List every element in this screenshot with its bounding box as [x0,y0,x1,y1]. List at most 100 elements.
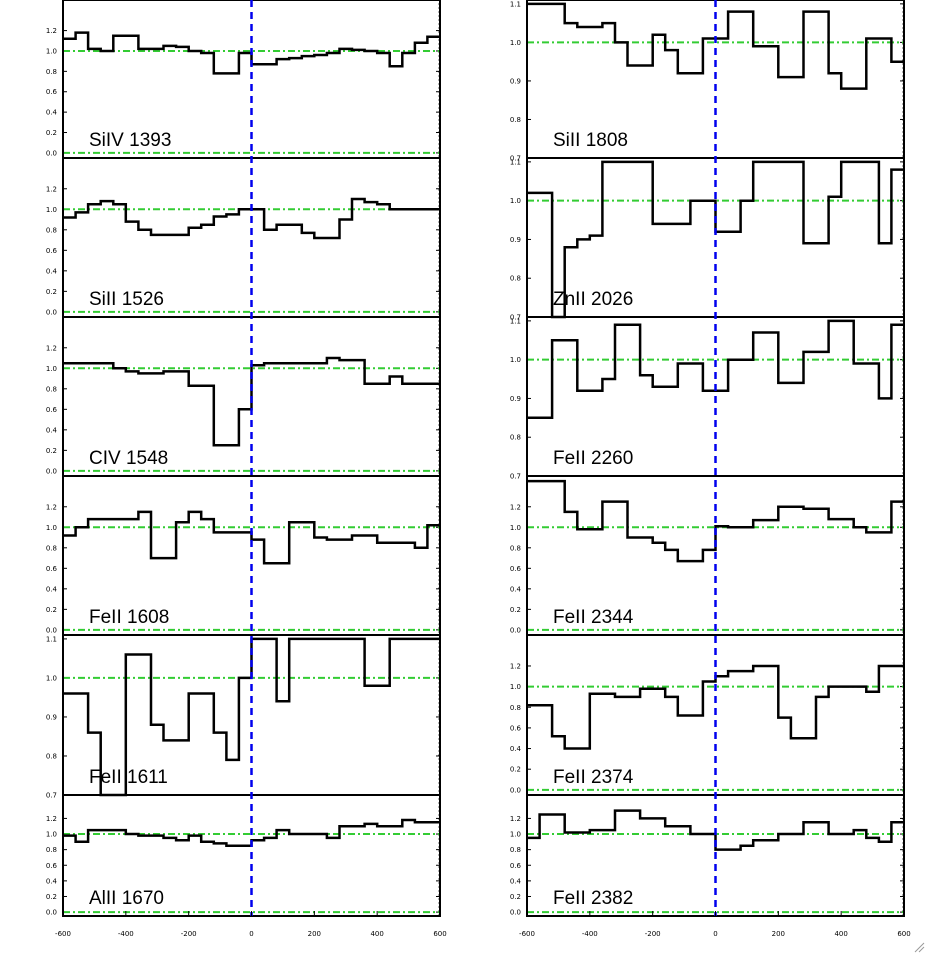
ytick-label: 0.0 [510,909,521,917]
ytick-label: 0.6 [46,406,58,414]
panel-label: ZnII 2026 [553,289,633,310]
ytick-label: 0.4 [510,877,522,885]
ytick-label: 1.2 [46,27,57,35]
panel-label: AlII 1670 [89,888,164,909]
xtick-label: 600 [897,930,910,938]
ytick-label: 0.7 [510,314,521,322]
ytick-label: 0.2 [46,129,57,137]
ytick-label: 0.8 [46,68,57,76]
ytick-label: 1.0 [46,365,57,373]
panel-alii-1670: 0.0 0.2 0.4 0.6 0.8 1.0 1.2 AlII 1670 [46,794,441,917]
ytick-label: 0.4 [46,426,58,434]
panel-civ-1548: 0.0 0.2 0.4 0.6 0.8 1.0 1.2 CIV 1548 [46,316,441,477]
panel-siii-1808: 0.7 0.8 0.9 1.0 1.1 SiII 1808 [510,0,905,163]
ytick-label: 0.4 [510,745,522,753]
ytick-label: 0.0 [46,149,57,157]
ytick-label: 1.2 [46,815,57,823]
ytick-label: 0.6 [46,247,58,255]
ytick-label: 0.0 [46,467,57,475]
panel-label: FeII 2344 [553,607,634,628]
spectrum-line [527,319,904,420]
xtick-label: -600 [55,930,71,938]
panel-feii-2374: 0.0 0.2 0.4 0.6 0.8 1.0 1.2 FeII 2374 [510,634,905,796]
ytick-label: 0.8 [510,434,521,442]
ytick-label: 1.2 [510,503,521,511]
ytick-label: 1.0 [510,39,521,47]
xtick-label: 400 [370,930,383,938]
ytick-label: 0.8 [46,385,57,393]
ytick-label: 1.1 [510,0,521,8]
ytick-label: 0.4 [46,109,58,117]
spectrum-line [527,2,904,90]
ytick-label: 0.2 [46,893,57,901]
ytick-label: 0.0 [510,626,521,634]
ytick-label: 0.6 [46,88,58,96]
ytick-label: 0.0 [46,308,57,316]
ytick-label: 0.6 [46,565,58,573]
panel-feii-1611: 0.7 0.8 0.9 1.0 1.1 FeII 1611 [46,634,441,800]
ytick-label: 0.8 [46,544,57,552]
ytick-label: 1.0 [46,524,57,532]
spectrum-line [527,809,904,851]
ytick-label: 0.0 [510,786,521,794]
ytick-label: 1.0 [510,197,521,205]
ytick-label: 0.6 [46,862,58,870]
ytick-label: 0.2 [46,447,57,455]
xtick-label: 0 [249,930,253,938]
panel-label: FeII 2260 [553,448,633,469]
ytick-label: 1.2 [46,344,57,352]
panel-siii-1526: 0.0 0.2 0.4 0.6 0.8 1.0 1.2 SiII 1526 [46,157,441,318]
ytick-label: 0.0 [46,626,57,634]
ytick-label: 0.8 [46,226,57,234]
spectrum-line [63,637,440,797]
ytick-label: 1.2 [510,815,521,823]
xtick-label: -600 [519,930,535,938]
panel-label: SiII 1526 [89,289,164,310]
spectrum-line [63,510,440,565]
ytick-label: 0.9 [510,395,521,403]
xtick-label: -200 [181,930,197,938]
ytick-label: 0.8 [510,846,521,854]
xtick-label: 0 [713,930,717,938]
ytick-label: 0.8 [510,116,521,124]
ytick-label: 1.0 [46,47,57,55]
ytick-label: 0.6 [510,862,522,870]
panel-label: FeII 1611 [89,767,168,788]
panel-label: SiII 1808 [553,130,628,151]
spectrum-line [63,31,440,75]
ytick-label: 1.0 [46,206,57,214]
xtick-label: 200 [772,930,785,938]
panel-label: CIV 1548 [89,448,168,469]
ytick-label: 0.4 [46,267,58,275]
spectrum-line [63,197,440,240]
ytick-label: 1.2 [46,185,57,193]
panel-znii-2026: 0.7 0.8 0.9 1.0 1.1 ZnII 2026 [510,157,905,322]
spectrum-line [527,479,904,563]
ytick-label: 1.1 [510,317,521,325]
ytick-label: 0.7 [510,473,521,481]
ytick-label: 0.8 [510,275,521,283]
ytick-label: 1.1 [510,158,521,166]
ytick-label: 0.8 [46,752,57,760]
xtick-label: -200 [645,930,661,938]
ytick-label: 0.7 [46,792,57,800]
ytick-label: 1.0 [510,683,521,691]
ytick-label: 1.0 [510,524,521,532]
xtick-label: 600 [433,930,446,938]
ytick-label: 0.7 [510,155,521,163]
xtick-label: 400 [834,930,847,938]
ytick-label: 1.0 [510,356,521,364]
ytick-label: 1.0 [46,674,57,682]
panel-feii-2260: 0.7 0.8 0.9 1.0 1.1 FeII 2260 [510,316,905,481]
panel-feii-2344: 0.0 0.2 0.4 0.6 0.8 1.0 1.2 FeII 2344 [510,475,905,636]
panel-label: SiIV 1393 [89,130,171,151]
xtick-label: 200 [308,930,321,938]
xtick-label: -400 [118,930,134,938]
panel-feii-2382: 0.0 0.2 0.4 0.6 0.8 1.0 1.2 FeII 2382 [510,794,905,917]
ytick-label: 0.4 [46,585,58,593]
panel-label: FeII 2374 [553,767,634,788]
panel-label: FeII 1608 [89,607,169,628]
panel-label: FeII 2382 [553,888,633,909]
ytick-label: 0.2 [46,288,57,296]
